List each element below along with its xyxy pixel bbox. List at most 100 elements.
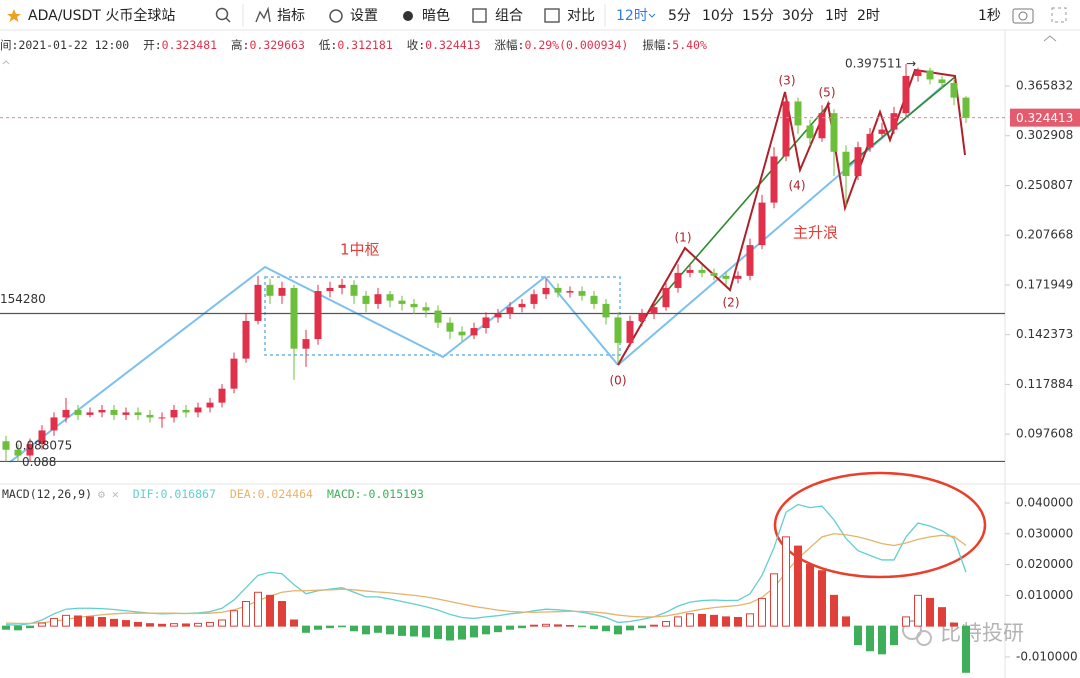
candle-body	[662, 287, 670, 308]
info-label: 低:	[319, 38, 337, 52]
macd-bar	[134, 621, 142, 627]
y-tick-label: 0.097608	[1016, 427, 1073, 441]
macd-bar	[950, 622, 958, 627]
candle-body	[854, 147, 862, 176]
macd-bar	[2, 625, 10, 630]
candle-body	[314, 291, 322, 340]
legend-entry: DEA:0.024464	[230, 487, 313, 501]
interval[interactable]: 2时	[857, 8, 880, 24]
candle-body	[638, 313, 646, 321]
theme-icon[interactable]	[403, 11, 413, 21]
macd-bar	[98, 617, 106, 627]
interval[interactable]: 15分	[742, 8, 774, 24]
layout-icon[interactable]	[472, 8, 487, 23]
macd-bar	[518, 625, 526, 629]
indicator-icon[interactable]	[255, 6, 271, 23]
candle-body	[890, 113, 898, 130]
legend-entry: MACD:-0.015193	[327, 487, 424, 501]
candle-body	[494, 313, 502, 318]
candle-body	[602, 303, 610, 318]
y-tick-label: 0.117884	[1016, 377, 1073, 391]
tool[interactable]: 设置	[350, 8, 378, 24]
interval[interactable]: 10分	[702, 8, 734, 24]
collapse-icon[interactable]	[1043, 35, 1057, 42]
macd-bar	[638, 625, 646, 629]
annotation: (5)	[819, 86, 836, 100]
interval[interactable]: 5分	[668, 8, 691, 24]
info-value: 0.29%(0.000934)	[524, 38, 628, 52]
macd-bar	[170, 623, 178, 627]
tool[interactable]: 指标	[277, 8, 305, 24]
macd-bar	[782, 536, 790, 627]
macd-bar	[218, 619, 226, 627]
macd-bar	[350, 625, 358, 632]
tool[interactable]: 暗色	[422, 7, 450, 24]
macd-bar	[338, 625, 346, 628]
macd-bar	[578, 625, 586, 628]
macd-bar	[434, 625, 442, 639]
camera-icon	[1018, 11, 1028, 21]
macd-bar	[590, 625, 598, 630]
candle-body	[626, 320, 634, 343]
macd-bar	[62, 614, 70, 627]
macd-bar	[14, 625, 22, 631]
tool[interactable]: 对比	[567, 8, 595, 24]
symbol[interactable]: ADA/USDT 火币全球站	[28, 7, 175, 24]
candle-body	[158, 417, 166, 419]
macd-bar	[110, 618, 118, 627]
macd-bar	[278, 601, 286, 627]
candle-body	[770, 156, 778, 203]
candle-body	[98, 409, 106, 413]
collapse-icon[interactable]	[2, 60, 10, 65]
y-tick-label: 0.171949	[1016, 277, 1073, 291]
compare-icon[interactable]	[544, 8, 560, 23]
candle-body	[674, 272, 682, 288]
macd-bar	[830, 594, 838, 627]
interval[interactable]: 1时	[825, 8, 848, 24]
candle-body	[806, 125, 814, 139]
candle-body	[14, 449, 22, 456]
tool[interactable]: 组合	[495, 8, 523, 24]
info-label: 涨幅:	[495, 38, 525, 52]
interval-active[interactable]: 12时	[616, 8, 648, 24]
camera-icon[interactable]	[1012, 8, 1034, 24]
macd-bar	[758, 597, 766, 627]
candle-body	[362, 295, 370, 304]
macd-bar	[362, 625, 370, 635]
macd-bar	[38, 622, 46, 627]
macd-bar	[794, 545, 802, 627]
trend-line	[639, 102, 831, 323]
info-value: 0.323481	[162, 38, 217, 52]
macd-bar	[290, 619, 298, 627]
macd-bar	[122, 620, 130, 627]
candle-body	[146, 414, 154, 418]
candle-body	[434, 310, 442, 323]
macd-bar	[926, 597, 934, 627]
candle-body	[482, 317, 490, 329]
candle-body	[254, 284, 262, 321]
info-label: 收:	[407, 38, 425, 52]
y-tick-label: 0.207668	[1016, 228, 1073, 242]
candle-body	[134, 412, 142, 415]
settings-icon[interactable]	[329, 9, 343, 23]
candle-body	[710, 272, 718, 276]
search-icon[interactable]	[215, 7, 229, 21]
macd-bar	[878, 625, 886, 655]
candle-body	[650, 307, 658, 314]
legend-entry: DIF:0.016867	[133, 487, 216, 501]
replay[interactable]: 1秒	[978, 8, 1001, 24]
candle-body	[746, 245, 754, 276]
candle-body	[326, 287, 334, 292]
star-icon[interactable]	[7, 9, 21, 22]
last-price-box	[1010, 108, 1080, 127]
macd-bar	[614, 625, 622, 635]
drawings	[9, 68, 966, 463]
candle-body	[230, 358, 238, 389]
interval[interactable]: 30分	[782, 8, 814, 24]
candle-body	[110, 409, 118, 415]
fullscreen-icon[interactable]	[1051, 7, 1067, 23]
candle-body	[878, 129, 886, 134]
macd-bar	[722, 616, 730, 627]
level-label: 0.088	[22, 455, 56, 469]
